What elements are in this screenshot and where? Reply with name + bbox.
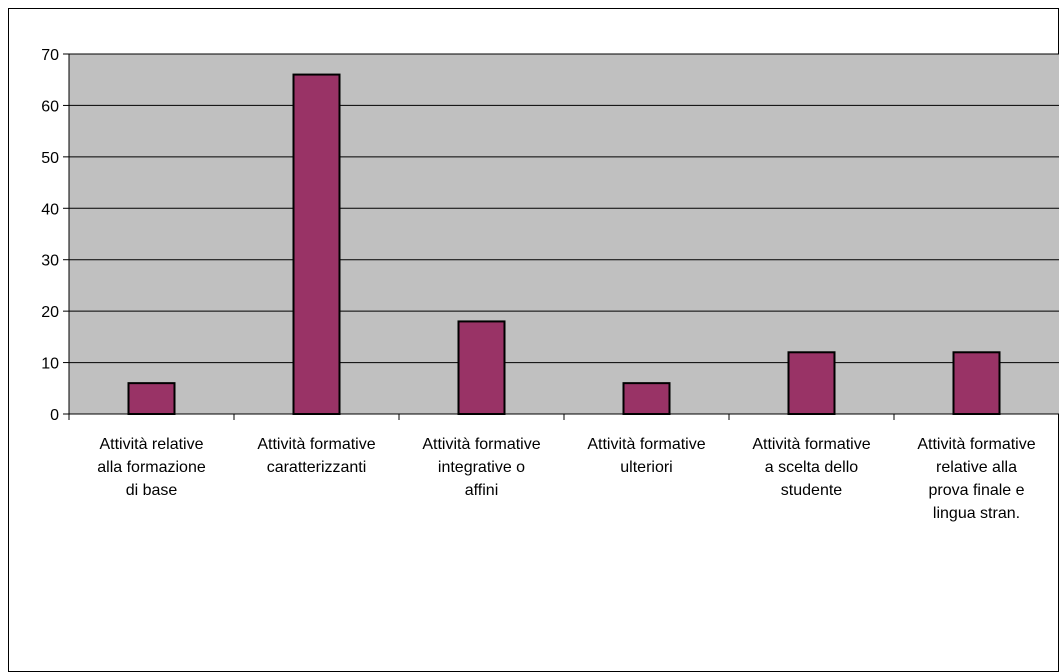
y-tick-label-20: 20 [41,304,59,321]
bar-5 [952,351,1001,415]
category-label-0: Attività relative alla formazione di base [97,436,206,499]
category-label-2: Attività formative integrative o affini [422,436,540,499]
y-tick-label-40: 40 [41,201,59,218]
y-tick-label-50: 50 [41,150,59,167]
category-label-3: Attività formative ulteriori [587,436,705,476]
plot-area [69,54,1059,414]
bar-2 [457,320,506,415]
bar-4 [787,351,836,415]
axes [63,54,1059,420]
bar-3 [622,382,671,415]
y-tick-label-60: 60 [41,98,59,115]
y-tick-label-30: 30 [41,253,59,270]
y-tick-label-10: 10 [41,356,59,373]
bars [127,73,1001,415]
y-tick-labels: 0 10 20 30 40 50 60 70 [41,47,69,424]
y-tick-label-0: 0 [50,407,59,424]
category-label-1: Attività formative caratterizzanti [257,436,375,476]
category-label-4: Attività formative a scelta dello studente [752,436,870,499]
x-category-labels: Attività relative alla formazione di base A… [97,414,1059,522]
gridlines [69,53,1059,364]
bar-1 [292,73,341,415]
bar-0 [127,382,176,415]
category-label-5: Attività formative relative alla prova fin… [917,436,1035,522]
y-tick-label-70: 70 [41,47,59,64]
